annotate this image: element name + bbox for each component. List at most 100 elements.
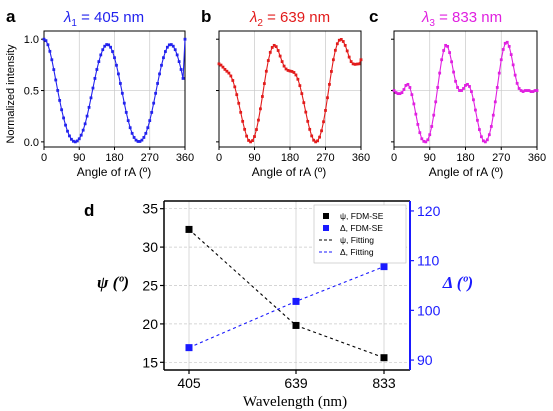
- panel-b-plot: 0 90 180 270 360: [216, 30, 370, 164]
- data-point: [343, 43, 347, 47]
- data-point: [70, 137, 73, 141]
- legend-label: Δ, Fitting: [340, 247, 374, 257]
- data-point: [128, 126, 132, 130]
- data-point: [294, 73, 298, 77]
- y-tick-label-left: 20: [142, 316, 158, 332]
- psi-fitting-line: [188, 229, 385, 359]
- data-point: [349, 60, 353, 63]
- data-point: [42, 37, 46, 41]
- x-tick-label: 180: [105, 152, 123, 164]
- data-point: [485, 138, 489, 142]
- legend-box: [313, 204, 407, 264]
- x-tick-label: 360: [528, 152, 546, 164]
- data-point: [44, 39, 48, 43]
- data-point: [396, 92, 400, 96]
- data-point: [160, 63, 163, 67]
- data-point: [517, 87, 521, 90]
- data-point: [276, 49, 280, 52]
- y-tick-label: 0.0: [24, 137, 39, 149]
- data-point: [77, 137, 81, 141]
- data-point: [253, 135, 256, 138]
- data-point: [167, 43, 171, 47]
- psi-marker: [380, 354, 388, 362]
- y-tick-label: 1.0: [24, 34, 39, 46]
- data-point: [286, 69, 290, 72]
- y-tick-label-left: 30: [142, 239, 158, 255]
- data-point: [257, 118, 260, 122]
- x-tick-label: 405: [177, 375, 201, 391]
- data-point: [454, 79, 457, 83]
- data-point: [120, 91, 124, 95]
- panel-c-title-rest: = 833 nm: [435, 9, 502, 26]
- data-point: [432, 113, 436, 117]
- data-point: [239, 110, 243, 114]
- data-point: [483, 140, 487, 144]
- data-point: [233, 85, 237, 89]
- data-point: [337, 38, 341, 42]
- data-point: [495, 86, 499, 89]
- data-point: [73, 140, 77, 144]
- data-point: [71, 139, 75, 143]
- y-tick-label-right: 90: [417, 352, 433, 368]
- y-tick-label-left: 35: [142, 201, 158, 217]
- data-point: [499, 58, 503, 62]
- data-point: [85, 114, 89, 118]
- x-tick-label: 0: [391, 152, 397, 164]
- data-point: [326, 96, 329, 100]
- panel-c-plot: 0 90 180 270 360: [391, 30, 546, 164]
- data-point: [472, 98, 475, 102]
- data-point: [458, 89, 461, 92]
- data-point: [169, 43, 173, 46]
- data-point: [525, 89, 529, 92]
- data-point: [255, 128, 258, 131]
- delta-marker: [185, 344, 193, 352]
- data-point: [501, 48, 505, 51]
- data-point: [416, 123, 420, 126]
- data-point: [177, 60, 181, 63]
- data-point: [101, 48, 105, 52]
- legend-marker: [323, 225, 329, 231]
- data-point: [259, 107, 262, 111]
- data-point: [503, 41, 507, 45]
- x-tick-label: 0: [216, 152, 222, 164]
- data-point: [50, 58, 54, 62]
- data-point: [140, 138, 144, 142]
- data-point: [247, 139, 250, 142]
- data-point: [330, 70, 333, 73]
- data-point: [245, 134, 249, 138]
- data-point: [89, 96, 93, 100]
- data-point: [113, 56, 116, 60]
- data-point: [130, 131, 134, 135]
- data-point: [229, 74, 233, 78]
- delta-marker: [292, 297, 300, 305]
- panel-b: b λ2 = 639 nm Angle of rA (º) 0 90 180 270 3…: [201, 7, 370, 179]
- panel-c-title-lambda: λ: [421, 9, 429, 26]
- data-point: [470, 90, 473, 93]
- panel-a-title-rest: = 405 nm: [77, 9, 144, 26]
- data-point: [278, 54, 282, 58]
- data-point: [351, 62, 355, 66]
- data-point: [392, 89, 396, 92]
- data-point: [404, 84, 408, 87]
- data-point: [268, 50, 272, 54]
- data-point: [146, 126, 150, 130]
- data-point: [103, 44, 107, 48]
- data-point: [523, 89, 527, 92]
- data-point: [511, 63, 515, 67]
- panel-a-xlabel: Angle of rA (º): [77, 165, 151, 179]
- data-point: [322, 120, 325, 124]
- data-point: [290, 70, 294, 73]
- y-tick-label-right: 120: [417, 203, 441, 219]
- data-point: [292, 71, 296, 74]
- y-tick-label-right: 110: [417, 253, 440, 269]
- data-point: [237, 101, 241, 105]
- data-point: [223, 67, 227, 71]
- data-point: [87, 105, 91, 109]
- panel-c: c λ3 = 833 nm Angle of rA (º) 0 90 180 270 3…: [369, 7, 546, 179]
- x-tick-label: 270: [316, 152, 334, 164]
- data-point: [150, 111, 154, 114]
- data-point: [138, 140, 142, 143]
- data-point: [75, 139, 79, 143]
- data-point: [318, 135, 321, 139]
- data-point: [468, 85, 471, 88]
